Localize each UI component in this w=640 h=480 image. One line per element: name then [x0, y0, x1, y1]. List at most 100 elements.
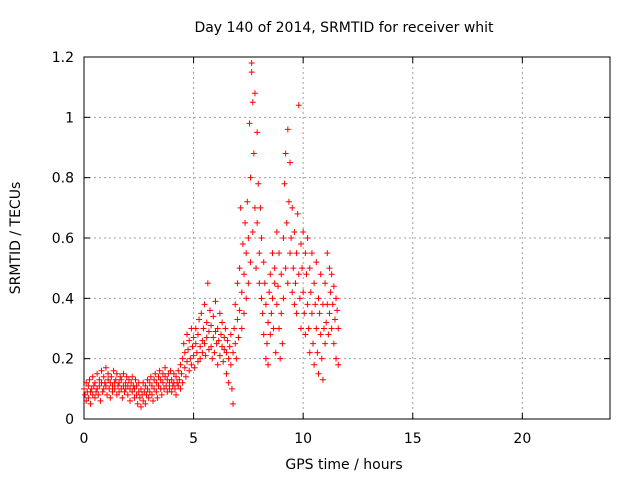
- data-point: [290, 265, 297, 272]
- data-point: [299, 265, 306, 272]
- data-point: [181, 364, 188, 371]
- data-point: [191, 364, 198, 371]
- data-point: [285, 198, 292, 205]
- data-point: [208, 343, 215, 350]
- data-point: [271, 265, 278, 272]
- data-point: [125, 376, 132, 383]
- data-point: [302, 250, 309, 257]
- data-point: [278, 271, 285, 278]
- data-point: [335, 325, 342, 332]
- data-point: [225, 379, 232, 386]
- data-point: [123, 373, 130, 380]
- data-point: [144, 385, 151, 392]
- data-point: [291, 301, 298, 308]
- data-point: [216, 352, 223, 359]
- data-point: [211, 349, 218, 356]
- data-point: [109, 388, 116, 395]
- data-point: [200, 325, 207, 332]
- data-point: [261, 280, 268, 287]
- data-point: [278, 310, 285, 317]
- data-point: [210, 334, 217, 341]
- data-point: [194, 331, 201, 338]
- data-point: [270, 325, 277, 332]
- data-point: [137, 403, 144, 410]
- data-point: [179, 355, 186, 362]
- data-point: [119, 394, 126, 401]
- data-point: [181, 349, 188, 356]
- data-point: [102, 364, 109, 371]
- data-point: [258, 235, 265, 241]
- data-point: [315, 370, 322, 377]
- data-point: [199, 337, 206, 344]
- data-point: [326, 310, 333, 317]
- data-point: [173, 373, 180, 380]
- data-point: [116, 388, 123, 395]
- data-point: [132, 376, 139, 383]
- data-point: [273, 301, 280, 308]
- data-point: [225, 355, 232, 362]
- y-tick-label: 0.6: [52, 231, 74, 247]
- data-point: [214, 361, 221, 368]
- data-point: [155, 382, 162, 389]
- data-point: [258, 295, 265, 302]
- data-point: [224, 337, 231, 344]
- data-point: [173, 391, 180, 398]
- data-point: [89, 391, 96, 398]
- y-tick-label: 1: [65, 110, 74, 126]
- data-point: [148, 382, 155, 389]
- data-point: [143, 391, 150, 398]
- data-point: [305, 325, 312, 332]
- data-point: [331, 316, 338, 323]
- data-point: [194, 358, 201, 365]
- data-point: [267, 271, 274, 278]
- data-point: [317, 331, 324, 338]
- data-point: [282, 265, 289, 272]
- data-point: [259, 310, 266, 317]
- data-point: [242, 219, 249, 226]
- data-point: [262, 301, 269, 308]
- data-point: [219, 319, 226, 326]
- data-point: [83, 397, 90, 404]
- axis-ticks: 0 5 10 15 20 0 0.2 0.4 0.6 0.8 1 1.2: [52, 50, 610, 447]
- data-point: [291, 228, 298, 235]
- data-point: [268, 310, 275, 317]
- data-point: [283, 219, 290, 226]
- data-point: [300, 228, 307, 235]
- data-point: [255, 180, 262, 187]
- data-point: [99, 388, 106, 395]
- data-point: [113, 370, 120, 377]
- data-point: [141, 388, 148, 395]
- data-point: [197, 355, 204, 362]
- x-tick-label: 15: [404, 431, 422, 447]
- x-tick-label: 20: [513, 431, 531, 447]
- data-point: [100, 385, 107, 392]
- data-point: [124, 382, 131, 389]
- data-point: [287, 250, 294, 257]
- data-point: [271, 280, 278, 287]
- data-point: [187, 355, 194, 362]
- data-point: [192, 340, 199, 347]
- data-point: [137, 385, 144, 392]
- data-point: [102, 382, 109, 389]
- data-point: [213, 340, 220, 347]
- data-point: [214, 325, 221, 332]
- data-point: [186, 367, 193, 374]
- data-point: [159, 370, 166, 377]
- data-point: [280, 295, 287, 302]
- data-point: [188, 361, 195, 368]
- data-point: [233, 355, 240, 362]
- data-point: [142, 400, 149, 407]
- data-point: [201, 340, 208, 347]
- data-point: [335, 361, 342, 368]
- data-point: [158, 391, 165, 398]
- data-point: [216, 310, 223, 317]
- data-point: [178, 370, 185, 377]
- data-point: [193, 349, 200, 356]
- data-point: [86, 376, 93, 383]
- data-point: [142, 382, 149, 389]
- data-point: [133, 382, 140, 389]
- data-point: [323, 319, 330, 326]
- data-point: [82, 391, 89, 398]
- data-point: [101, 379, 108, 386]
